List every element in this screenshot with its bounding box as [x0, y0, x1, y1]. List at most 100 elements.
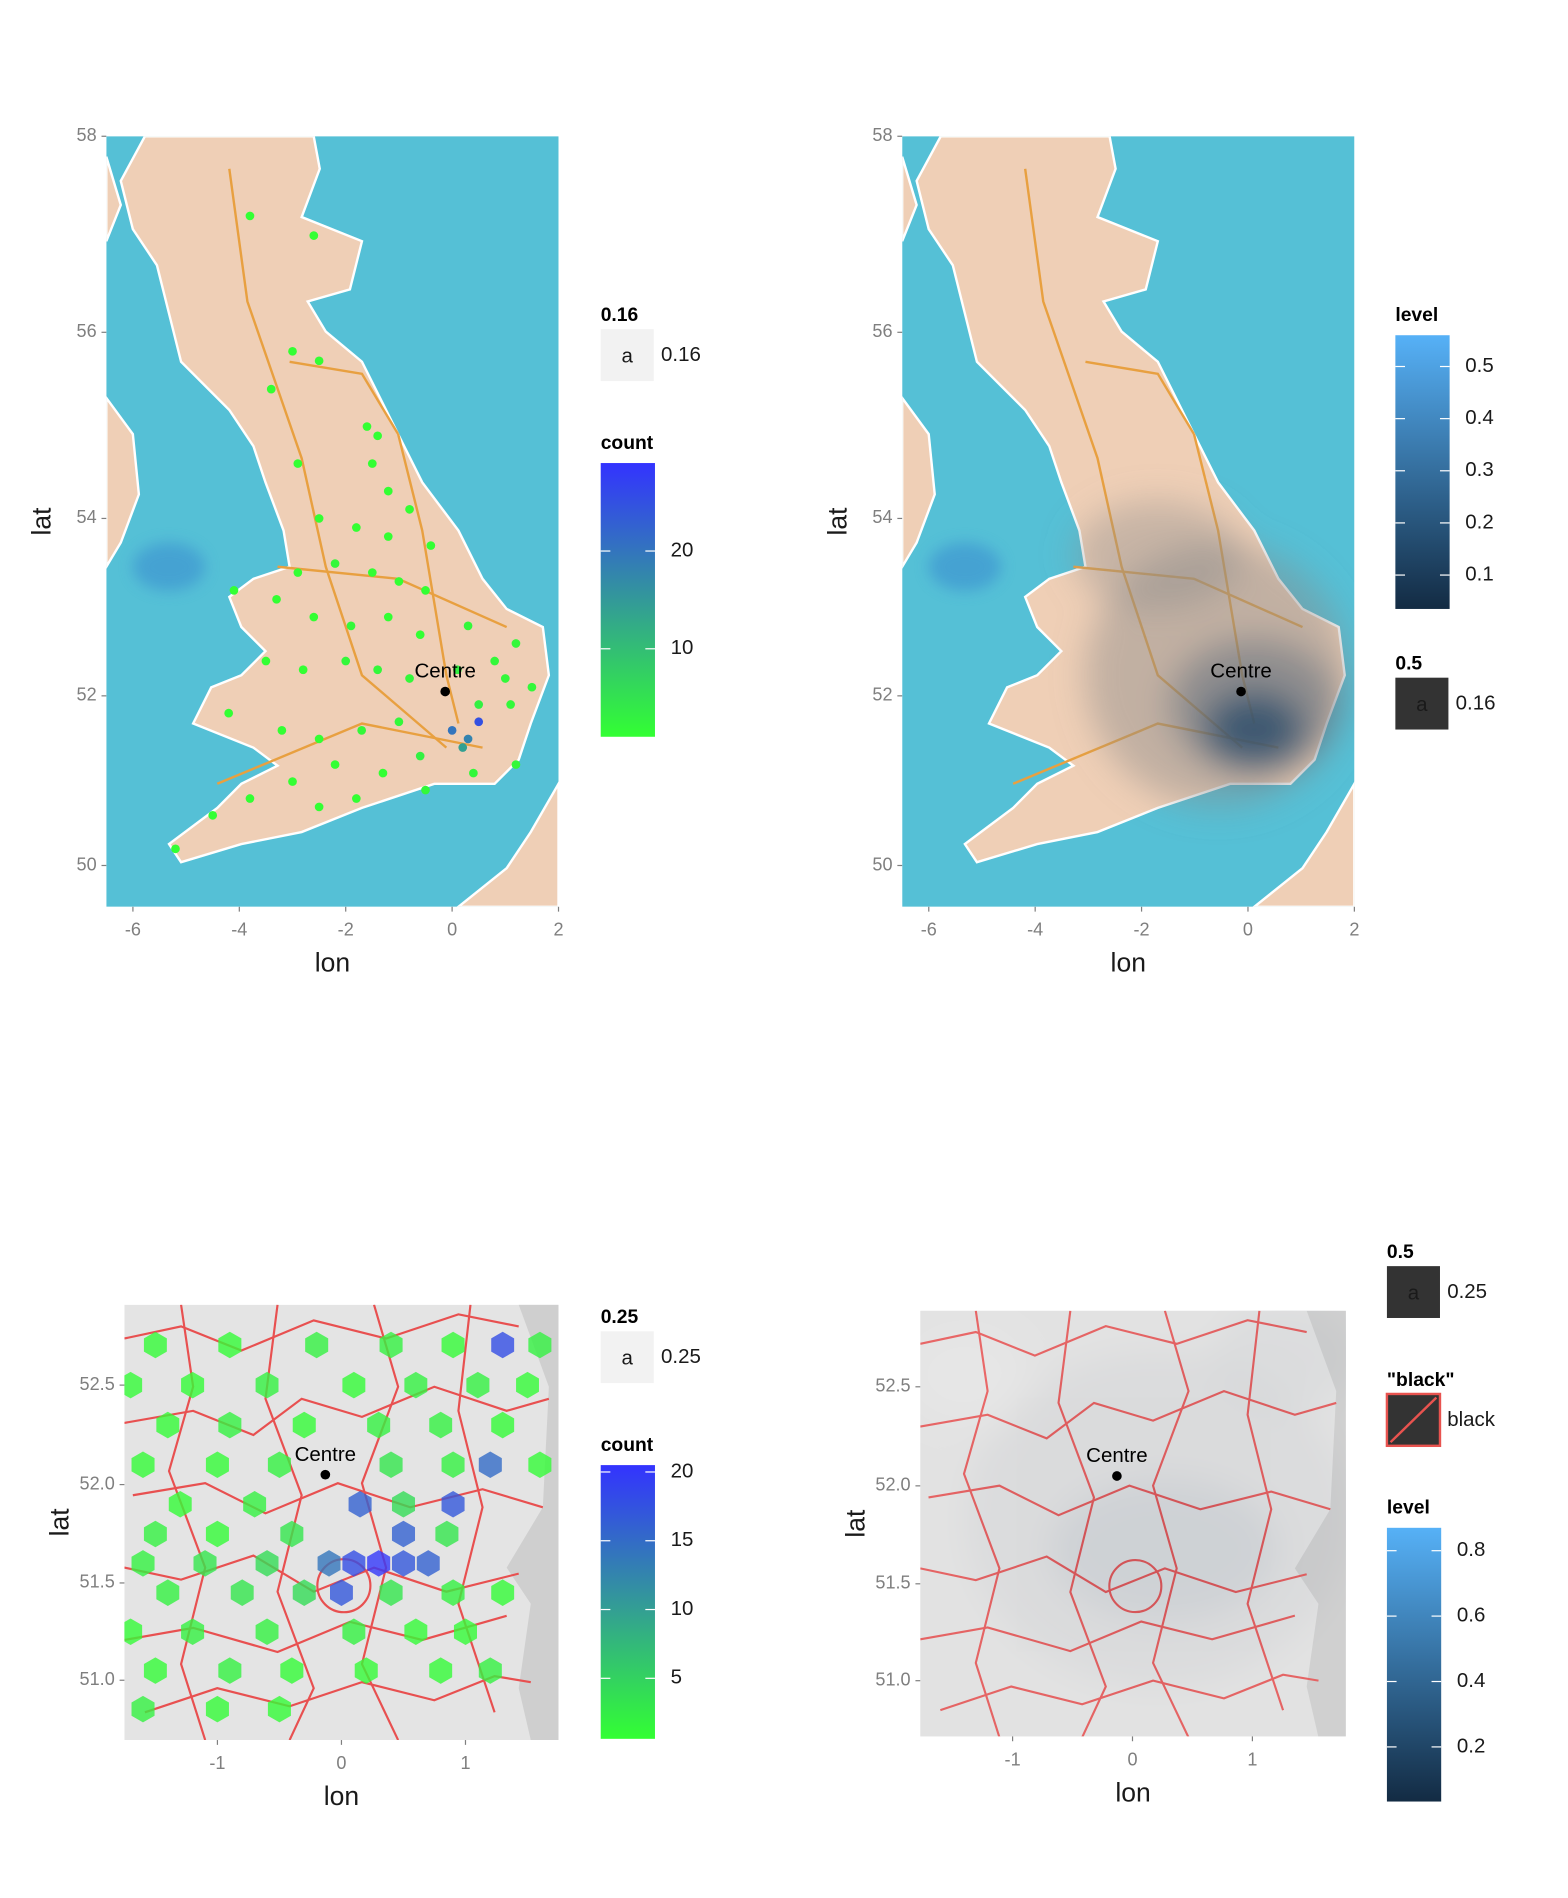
hex-bin — [292, 1411, 316, 1439]
hex-bin — [218, 1657, 242, 1684]
data-point — [314, 734, 324, 744]
data-point — [272, 594, 281, 604]
hex-bin — [441, 1491, 465, 1518]
colorbar-label: 0.5 — [1465, 354, 1493, 377]
hex-bin — [435, 1520, 459, 1548]
legend-title: 0.5 — [1387, 1242, 1414, 1263]
hex-bin — [131, 1451, 155, 1479]
colorbar — [600, 463, 655, 737]
y-tick-label: 51.0 — [80, 1669, 115, 1689]
hex-bin — [292, 1579, 316, 1606]
legend-label: 0.16 — [661, 343, 701, 366]
legend-title: 0.25 — [601, 1307, 639, 1328]
data-point — [293, 568, 303, 577]
hex-bin — [379, 1579, 403, 1606]
hex-bin — [391, 1550, 416, 1577]
y-tick-label: 58 — [77, 125, 97, 145]
data-point — [527, 682, 537, 692]
x-tick-label: -2 — [338, 920, 354, 940]
legend-label: 0.16 — [1456, 692, 1496, 715]
centre-point — [320, 1469, 331, 1480]
hex-bin — [429, 1657, 453, 1684]
hex-bin — [255, 1550, 279, 1577]
data-point — [330, 559, 340, 568]
data-point — [341, 656, 351, 666]
map-background — [920, 1310, 1346, 1737]
legend-key-slash — [1389, 1396, 1438, 1444]
hex-bin — [404, 1618, 428, 1646]
hex-bin — [124, 1371, 143, 1399]
data-point — [383, 612, 393, 622]
hex-bin — [205, 1520, 229, 1548]
y-tick-label: 54 — [872, 507, 892, 527]
x-tick-label: 2 — [1349, 920, 1359, 940]
data-point — [511, 639, 521, 648]
hex-bin — [131, 1695, 155, 1723]
data-point — [352, 794, 361, 803]
hex-bin — [379, 1331, 403, 1359]
y-tick-label: 56 — [872, 321, 892, 341]
hex-bin — [491, 1411, 515, 1439]
data-point — [357, 726, 367, 735]
hex-bin — [255, 1618, 279, 1646]
hex-bin — [441, 1451, 465, 1479]
legend-key-text: a — [622, 344, 634, 367]
data-point — [261, 656, 271, 666]
centre-label: Centre — [414, 660, 475, 683]
y-axis-title: lat — [822, 507, 852, 536]
hex-bin — [391, 1491, 416, 1518]
data-point — [367, 568, 377, 577]
hex-bin — [280, 1520, 304, 1548]
data-point — [314, 356, 324, 366]
data-point — [288, 777, 297, 786]
hex-bin — [441, 1331, 465, 1359]
y-tick-label: 52 — [77, 685, 97, 705]
hex-bin — [342, 1550, 366, 1577]
hex-bin — [528, 1331, 552, 1359]
data-point — [288, 346, 297, 356]
panel: Centre -6 -4 -2 0 2 50 52 54 56 58 lon lat level 0.1 0.… — [822, 125, 1495, 978]
x-axis-title: lon — [1115, 1777, 1150, 1807]
hex-bin — [491, 1331, 515, 1359]
hex-bin — [391, 1520, 416, 1548]
data-point — [309, 231, 319, 240]
legend-label: 0.25 — [661, 1345, 701, 1368]
hex-bin — [156, 1579, 180, 1606]
data-point — [490, 656, 500, 666]
x-axis-title: lon — [315, 948, 350, 978]
x-tick-label: 0 — [1243, 920, 1253, 940]
x-tick-label: -4 — [1027, 920, 1043, 940]
y-tick-label: 52.5 — [875, 1376, 910, 1396]
data-point — [346, 621, 356, 631]
data-point — [298, 665, 308, 675]
x-tick-label: -6 — [125, 920, 141, 940]
centre-point — [440, 686, 451, 697]
data-point — [245, 211, 255, 221]
data-point — [426, 541, 436, 550]
hex-bin — [528, 1451, 552, 1479]
data-point — [330, 760, 340, 769]
legend-label: 0.25 — [1447, 1280, 1487, 1303]
data-point — [383, 532, 393, 541]
y-tick-label: 51.5 — [80, 1572, 115, 1592]
hex-bin — [416, 1550, 440, 1577]
legend-title: level — [1395, 305, 1438, 326]
hex-bin — [348, 1491, 372, 1518]
x-tick-label: 2 — [553, 920, 563, 940]
data-point — [352, 523, 361, 532]
hex-bin — [243, 1491, 267, 1518]
data-point — [245, 794, 255, 803]
data-point — [171, 844, 180, 854]
data-point — [474, 717, 484, 727]
legend-title: count — [601, 433, 654, 454]
hex-bin — [305, 1331, 329, 1359]
hex-bin — [379, 1451, 403, 1479]
data-point — [463, 621, 473, 631]
legend-key — [600, 329, 654, 382]
panel: Centre -1 0 1 51.0 51.5 52.0 52.5 lon lat 0.5 a 0.25… — [841, 1242, 1496, 1807]
hex-bin — [143, 1520, 167, 1548]
legend-label: black — [1447, 1408, 1496, 1431]
hex-bin — [168, 1491, 192, 1518]
data-point — [394, 717, 404, 727]
